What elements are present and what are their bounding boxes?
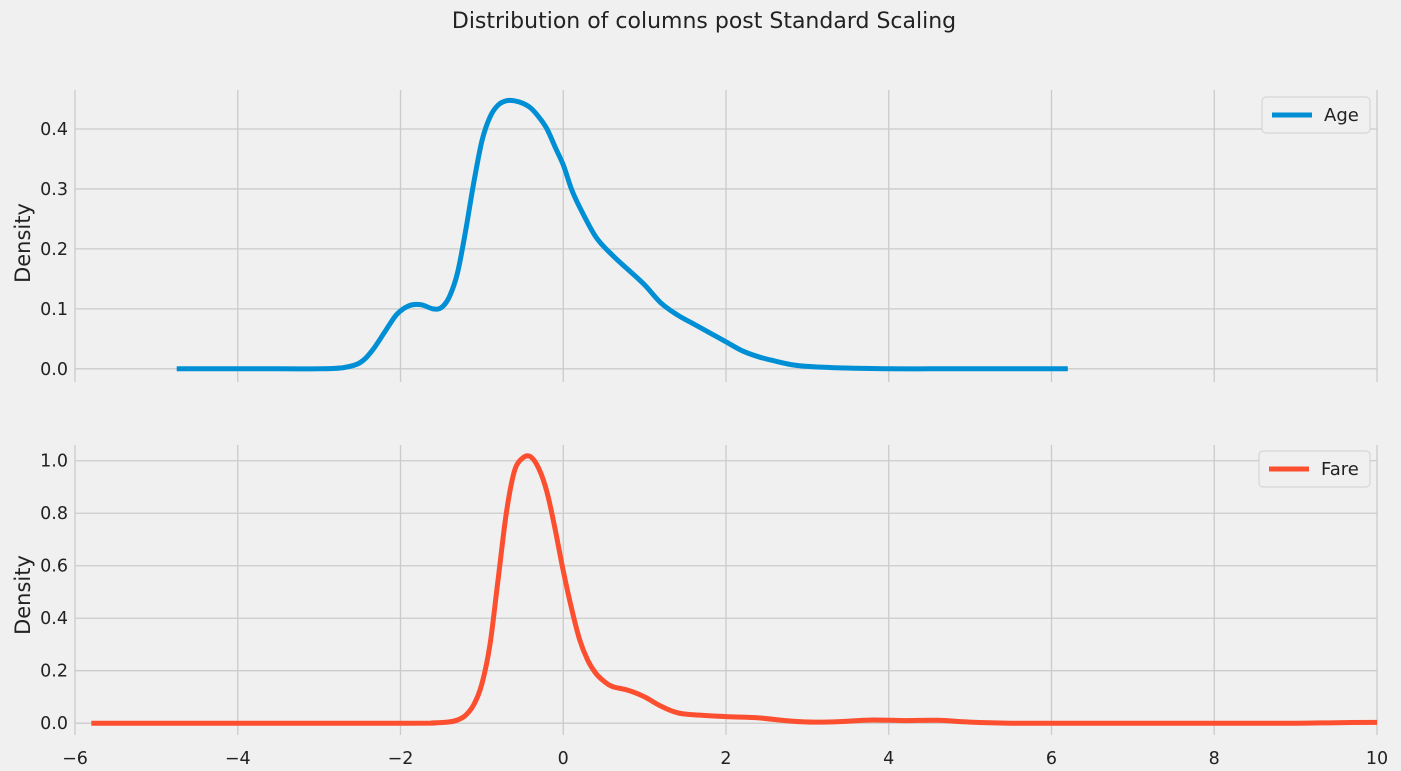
age-y-tick-label: 0.3 (40, 180, 68, 200)
fare-y-tick-label: 0.8 (40, 504, 68, 524)
fare-x-tick-label: 10 (1366, 749, 1388, 769)
fare-y-ticks: 0.0 0.2 0.4 0.6 0.8 1.0 (40, 452, 68, 734)
age-grid (74, 90, 1378, 382)
age-y-tick-label: 0.1 (40, 300, 68, 320)
age-legend: Age (1261, 96, 1371, 134)
age-y-tick-label: 0.0 (40, 360, 68, 380)
fare-legend-box (1258, 450, 1371, 488)
age-density-line (176, 97, 1068, 372)
fare-x-tick-label: 6 (1046, 749, 1057, 769)
fare-y-tick-label: 0.4 (40, 609, 68, 629)
fare-legend: Fare (1258, 450, 1371, 488)
fare-x-tick-label: 4 (883, 749, 894, 769)
fare-x-ticks: −6 −4 −2 0 2 4 6 8 10 (62, 749, 1388, 769)
age-legend-box (1261, 96, 1371, 134)
fare-y-tick-label: 0.6 (40, 557, 68, 577)
fare-y-axis-label: Density (11, 555, 35, 635)
fare-x-tick-label: 2 (720, 749, 731, 769)
age-y-tick-label: 0.2 (40, 240, 68, 260)
age-y-tick-label: 0.4 (40, 120, 68, 140)
fare-y-tick-label: 1.0 (40, 452, 68, 472)
age-y-ticks: 0.0 0.1 0.2 0.3 0.4 (40, 120, 68, 380)
fare-density-line (91, 453, 1378, 726)
fare-y-tick-label: 0.0 (40, 714, 68, 734)
fare-legend-label: Fare (1321, 459, 1359, 480)
fare-x-tick-label: 0 (558, 749, 569, 769)
age-legend-label: Age (1324, 105, 1359, 126)
figure-title: Distribution of columns post Standard Sc… (452, 9, 956, 34)
fare-x-tick-label: −2 (388, 749, 414, 769)
age-density-panel: 0.0 0.1 0.2 0.3 0.4 Density Age (11, 90, 1378, 382)
fare-x-tick-label: −6 (62, 749, 88, 769)
fare-x-tick-label: −4 (225, 749, 251, 769)
fare-x-tick-label: 8 (1209, 749, 1220, 769)
age-y-axis-label: Density (11, 203, 35, 283)
fare-y-tick-label: 0.2 (40, 662, 68, 682)
fare-density-panel: 0.0 0.2 0.4 0.6 0.8 1.0 −6 −4 −2 0 2 4 6 8 10 Density… (11, 445, 1388, 769)
